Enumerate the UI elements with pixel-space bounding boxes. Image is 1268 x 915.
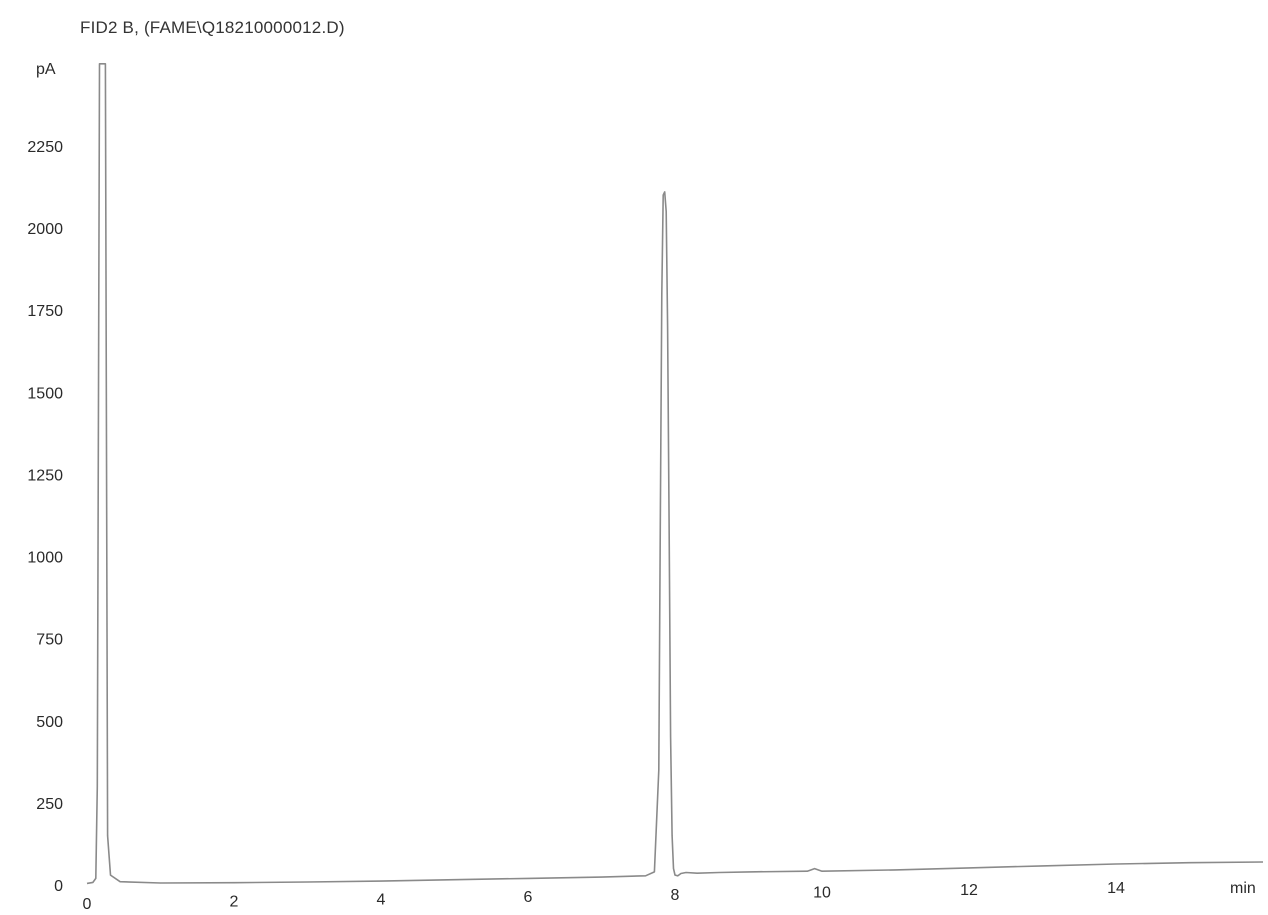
y-axis-label: pA: [36, 61, 56, 78]
y-tick-label: 2250: [27, 139, 63, 156]
x-tick-label: 4: [377, 891, 386, 908]
x-tick-label: 2: [230, 894, 239, 911]
x-tick-label: 12: [960, 882, 978, 899]
x-tick-label: 10: [813, 885, 831, 902]
chart-title: FID2 B, (FAME\Q18210000012.D): [80, 18, 345, 37]
x-tick-label: 8: [671, 887, 680, 904]
y-tick-label: 500: [36, 714, 63, 731]
x-tick-label: 14: [1107, 880, 1125, 897]
x-axis-label: min: [1230, 880, 1256, 897]
y-tick-label: 750: [36, 632, 63, 649]
y-tick-label: 250: [36, 796, 63, 813]
chromatogram-trace: [86, 63, 1264, 885]
x-tick-label: 6: [524, 889, 533, 906]
y-tick-label: 0: [54, 878, 63, 895]
y-tick-label: 1250: [27, 467, 63, 484]
x-axis-ticks: 0 2 4 6 8 10 12 14: [83, 880, 1125, 913]
y-tick-label: 2000: [27, 221, 63, 238]
y-tick-label: 1500: [27, 385, 63, 402]
y-axis-ticks: 0 250 500 750 1000 1250 1500 1750 2000 2250: [27, 139, 63, 895]
y-tick-label: 1750: [27, 303, 63, 320]
y-tick-label: 1000: [27, 550, 63, 567]
x-tick-label: 0: [83, 896, 92, 913]
